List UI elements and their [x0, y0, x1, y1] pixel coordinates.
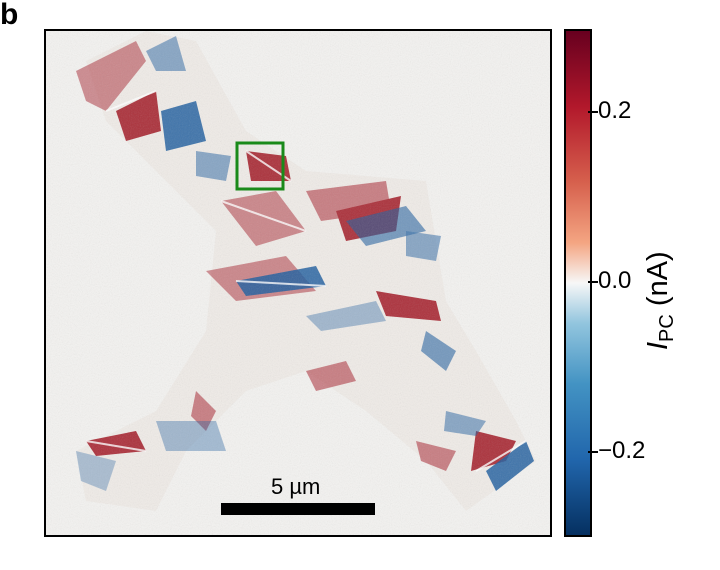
photocurrent-map-image: [44, 29, 552, 537]
colorbar-tick: [588, 281, 598, 283]
colorbar-tick-label: 0.0: [598, 267, 632, 294]
colorbar: [564, 29, 592, 537]
colorbar-axis-label: IPC (nA): [642, 250, 682, 350]
scale-bar-label: 5 µm: [271, 474, 321, 499]
axis-label-subscript: PC: [656, 314, 678, 342]
colorbar-tick-label: 0.2: [598, 97, 632, 124]
scale-bar: [221, 503, 375, 515]
panel-label: b: [0, 0, 19, 31]
axis-label-unit: (nA): [642, 251, 674, 307]
colorbar-tick-label: −0.2: [598, 437, 646, 464]
axis-label-symbol: I: [642, 341, 674, 350]
roi-box: [235, 141, 285, 191]
colorbar-tick: [588, 451, 598, 453]
photocurrent-map-svg: [46, 31, 550, 535]
colorbar-tick: [588, 111, 598, 113]
